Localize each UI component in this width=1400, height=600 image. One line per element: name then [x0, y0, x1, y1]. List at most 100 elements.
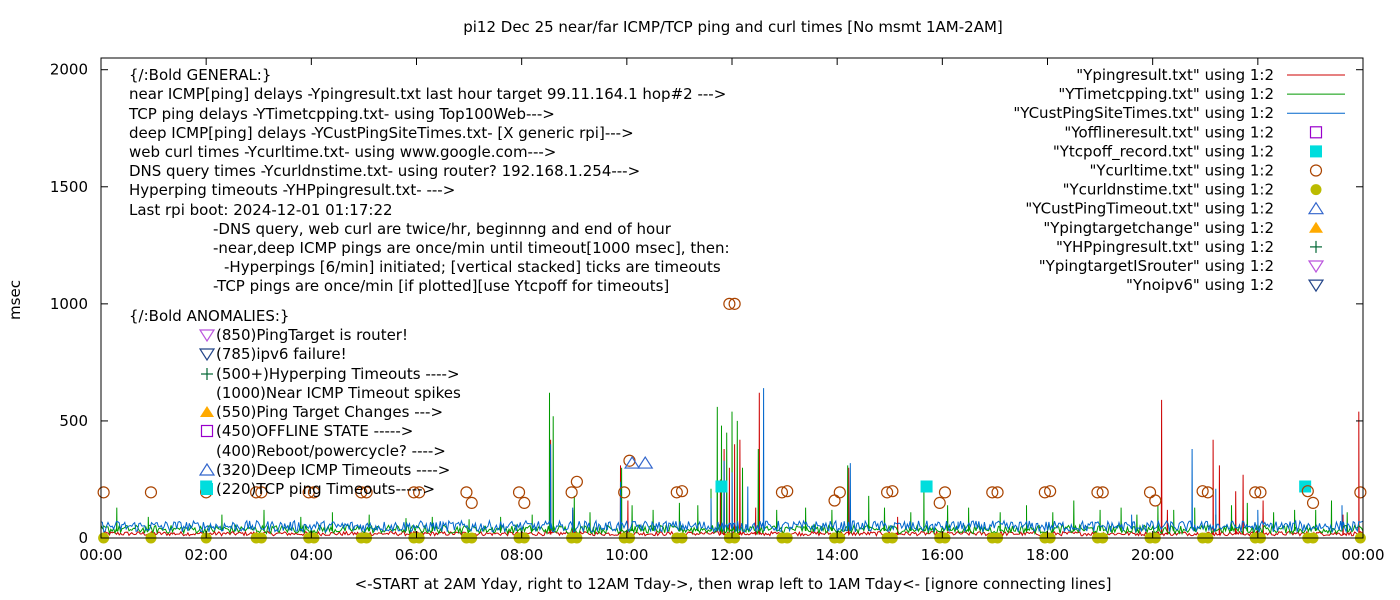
annotation-marker-13 — [198, 329, 216, 343]
series-line-1 — [100, 392, 1364, 536]
legend-swatch-3 — [1309, 126, 1323, 139]
series-3-point-2 — [920, 480, 933, 493]
series-4-point-24 — [781, 485, 794, 498]
annotation-line: deep ICMP[ping] delays -YCustPingSiteTim… — [129, 124, 634, 142]
annotation-line: (500+)Hyperping Timeouts ----> — [216, 365, 460, 383]
legend-label: "YCustPingTimeout.txt" using 1:2 — [1025, 200, 1274, 218]
annotation-line: (220)TCP ping Timeouts-----> — [216, 480, 435, 498]
x-tick-label: 20:00 — [1131, 546, 1174, 564]
series-4-point-3 — [250, 486, 263, 499]
ticks-layer: 00:00 02:00 04:00 06:00 08:00 10:00 12:00 14:00… — [50, 58, 1385, 564]
annotation-line: Hyperping timeouts -YHPpingresult.txt- -… — [129, 181, 455, 199]
legend-label: "YTimetcpping.txt" using 1:2 — [1058, 85, 1274, 103]
legend-swatch-8 — [1309, 221, 1323, 233]
series-4-point-38 — [1149, 494, 1162, 507]
annotation-line: -near,deep ICMP pings are once/min until… — [213, 239, 730, 257]
series-4-point-33 — [1038, 486, 1051, 499]
series-4-point-30 — [938, 486, 952, 499]
series-3-point-1 — [715, 480, 728, 493]
series-4-point-15 — [565, 486, 578, 499]
series-4-point-27 — [881, 486, 894, 499]
series-4-point-34 — [1044, 485, 1057, 498]
series-4-point-42 — [1254, 486, 1267, 499]
series-4-point-10 — [413, 486, 426, 499]
chart-title: pi12 Dec 25 near/far ICMP/TCP ping and c… — [463, 18, 1003, 36]
annotation-marker-15 — [201, 368, 213, 380]
legend-label: "Ytcpoff_record.txt" using 1:2 — [1053, 142, 1274, 161]
series-4-point-35 — [1091, 486, 1104, 499]
annotation-line: (1000)Near ICMP Timeout spikes — [216, 384, 461, 402]
y-axis-label: msec — [6, 280, 24, 320]
series-4-point-0 — [97, 486, 110, 499]
y-tick-label: 1000 — [50, 295, 88, 313]
series-4-point-19 — [670, 486, 683, 499]
annotation-line: (450)OFFLINE STATE -----> — [216, 422, 413, 440]
legend-label: "Ypingresult.txt" using 1:2 — [1076, 66, 1274, 84]
annotation-line: (550)Ping Target Changes ---> — [216, 403, 443, 421]
annotation-line: {/:Bold GENERAL:} — [129, 66, 271, 84]
annotation-line: web curl times -Ycurltime.txt- using www… — [129, 143, 556, 161]
x-tick-label: 00:00 — [79, 546, 122, 564]
x-tick-label: 10:00 — [605, 546, 648, 564]
annotation-marker-14 — [198, 348, 216, 362]
legend-swatch-4 — [1310, 145, 1322, 158]
y-tick-label: 500 — [59, 412, 88, 430]
annotation-line: TCP ping delays -YTimetcpping.txt- using… — [128, 105, 555, 123]
series-4-point-39 — [1196, 485, 1209, 498]
y-tick-label: 0 — [78, 529, 88, 547]
series-4-point-5 — [302, 486, 315, 499]
series-4-point-1 — [144, 486, 158, 499]
series-4-point-26 — [833, 486, 846, 499]
series-4-point-29 — [933, 496, 946, 509]
legend-label: "Ycurltime.txt" using 1:2 — [1089, 162, 1274, 180]
legend-swatch-5 — [1309, 164, 1323, 177]
annotation-line: (785)ipv6 failure! — [216, 345, 347, 363]
x-tick-label: 12:00 — [710, 546, 753, 564]
legend: "Ypingresult.txt" using 1:2"YTimetcpping… — [1013, 66, 1345, 294]
annotation-block: {/:Bold GENERAL:}near ICMP[ping] delays … — [128, 66, 730, 498]
annotation-line: (400)Reboot/powercycle? ----> — [216, 442, 446, 460]
series-6-point-0 — [623, 455, 641, 469]
series-4-point-25 — [828, 494, 841, 507]
legend-label: "Ypingtargetchange" using 1:2 — [1043, 219, 1274, 237]
annotation-line: {/:Bold ANOMALIES:} — [129, 307, 289, 325]
series-4-point-44 — [1306, 496, 1320, 509]
legend-label: "YCustPingSiteTimes.txt" using 1:2 — [1013, 104, 1274, 122]
series-4-point-7 — [355, 486, 368, 499]
series-4-point-16 — [570, 475, 583, 488]
annotation-line: -DNS query, web curl are twice/hr, begin… — [213, 220, 672, 238]
x-axis-label: <-START at 2AM Yday, right to 12AM Tday-… — [355, 575, 1112, 593]
series-4-point-32 — [991, 486, 1004, 499]
series-4-point-11 — [460, 486, 473, 499]
series-4-point-6 — [307, 486, 321, 499]
series-4-point-37 — [1143, 486, 1157, 499]
series-4-point-20 — [675, 485, 689, 498]
legend-label: "Yofflineresult.txt" using 1:2 — [1064, 123, 1274, 141]
series-4-point-43 — [1301, 485, 1314, 498]
series-4-point-40 — [1201, 486, 1214, 499]
x-tick-label: 16:00 — [921, 546, 964, 564]
y-tick-label: 1500 — [50, 178, 88, 196]
x-tick-label: 02:00 — [185, 546, 228, 564]
annotation-line: (320)Deep ICMP Timeouts ----> — [216, 461, 450, 479]
series-4-point-41 — [1249, 486, 1262, 499]
x-tick-label: 06:00 — [395, 546, 438, 564]
legend-label: "Ynoipv6" using 1:2 — [1126, 276, 1274, 294]
legend-label: "YpingtargetISrouter" using 1:2 — [1039, 257, 1274, 275]
annotation-marker-17 — [200, 406, 214, 417]
series-4-point-31 — [986, 486, 999, 499]
legend-swatch-11 — [1307, 279, 1325, 293]
annotation-line: DNS query times -Ycurldnstime.txt- using… — [129, 162, 640, 180]
x-tick-label: 08:00 — [500, 546, 543, 564]
series-4-point-12 — [465, 496, 478, 509]
series-4-point-21 — [723, 297, 736, 310]
series-line-0 — [100, 392, 1364, 538]
series-4-point-13 — [512, 486, 526, 499]
x-tick-label: 14:00 — [816, 546, 859, 564]
legend-swatch-10 — [1307, 260, 1325, 274]
annotation-marker-18 — [200, 424, 214, 438]
annotation-line: (850)PingTarget is router! — [216, 326, 408, 344]
series-line-2 — [100, 388, 1364, 534]
series-4-point-45 — [1354, 486, 1367, 499]
annotation-line: near ICMP[ping] delays -Ypingresult.txt … — [129, 85, 726, 103]
